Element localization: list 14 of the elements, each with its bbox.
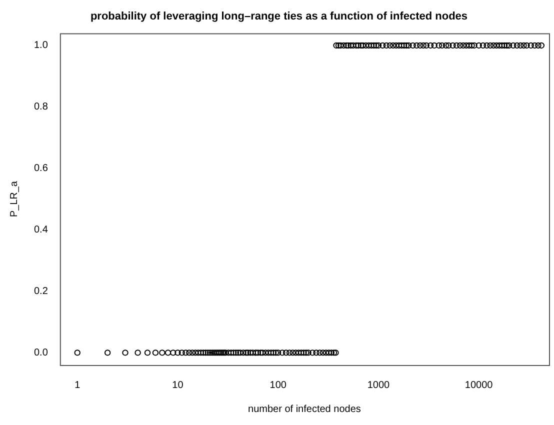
y-tick-label: 0.8 bbox=[34, 102, 48, 113]
x-tick-label: 100 bbox=[270, 380, 287, 391]
x-tick-label: 10000 bbox=[464, 380, 494, 391]
x-tick-label: 1 bbox=[74, 380, 81, 391]
y-tick-label: 1.0 bbox=[34, 40, 48, 52]
chart-title: probability of leveraging long–range ties as a function of infected nodes bbox=[90, 10, 468, 23]
x-tick-label: 1000 bbox=[367, 380, 390, 391]
y-axis-title: P_LR_a bbox=[8, 180, 20, 218]
y-tick-label: 0.6 bbox=[34, 163, 48, 174]
y-tick-label: 0.0 bbox=[34, 347, 48, 358]
x-axis-title: number of infected nodes bbox=[248, 404, 361, 415]
y-tick-label: 0.4 bbox=[34, 224, 48, 236]
x-tick-label: 10 bbox=[172, 380, 184, 391]
y-tick-label: 0.2 bbox=[34, 286, 48, 298]
